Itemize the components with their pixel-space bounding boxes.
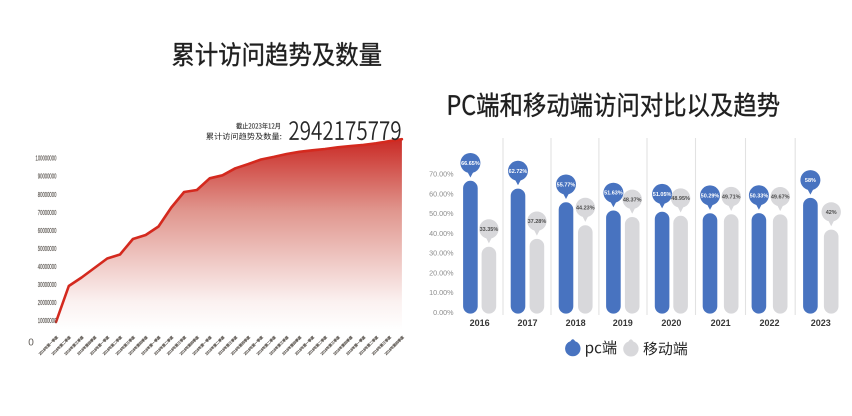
svg-text:30.00%: 30.00% <box>429 249 454 258</box>
svg-text:51.63%: 51.63% <box>604 191 623 197</box>
svg-text:2021: 2021 <box>711 318 731 328</box>
svg-text:80000000: 80000000 <box>38 190 57 199</box>
svg-text:62.72%: 62.72% <box>509 169 528 175</box>
svg-text:37.28%: 37.28% <box>528 219 547 225</box>
svg-text:49.67%: 49.67% <box>771 195 790 201</box>
svg-text:90000000: 90000000 <box>38 172 57 181</box>
svg-text:50.29%: 50.29% <box>701 193 720 199</box>
svg-text:30000000: 30000000 <box>38 280 57 289</box>
svg-text:33.35%: 33.35% <box>480 227 499 233</box>
svg-text:2017: 2017 <box>517 318 537 328</box>
svg-text:2020: 2020 <box>661 318 681 328</box>
svg-text:10.00%: 10.00% <box>429 288 454 297</box>
svg-text:50000000: 50000000 <box>38 244 57 253</box>
svg-text:0.00%: 0.00% <box>433 308 454 317</box>
svg-text:50.00%: 50.00% <box>429 209 454 218</box>
svg-text:44.23%: 44.23% <box>576 206 595 212</box>
svg-text:60000000: 60000000 <box>38 226 57 235</box>
svg-text:2023: 2023 <box>811 318 831 328</box>
svg-text:66.65%: 66.65% <box>461 161 480 167</box>
svg-text:42%: 42% <box>826 210 837 216</box>
svg-text:2018: 2018 <box>566 318 586 328</box>
svg-text:60.00%: 60.00% <box>429 189 454 198</box>
svg-text:0: 0 <box>28 337 34 348</box>
svg-text:40000000: 40000000 <box>38 262 57 271</box>
svg-text:20.00%: 20.00% <box>429 269 454 278</box>
svg-text:40.00%: 40.00% <box>429 229 454 238</box>
svg-text:50.33%: 50.33% <box>750 193 769 199</box>
svg-text:55.77%: 55.77% <box>557 183 576 189</box>
svg-text:49.71%: 49.71% <box>722 195 741 201</box>
svg-text:20000000: 20000000 <box>38 298 57 307</box>
svg-text:10000000: 10000000 <box>38 316 57 325</box>
svg-text:48.95%: 48.95% <box>671 196 690 202</box>
svg-text:70.00%: 70.00% <box>429 170 454 179</box>
svg-text:70000000: 70000000 <box>38 208 57 217</box>
svg-text:51.05%: 51.05% <box>653 192 672 198</box>
svg-text:2016: 2016 <box>470 318 490 328</box>
svg-text:2019: 2019 <box>613 318 633 328</box>
svg-text:58%: 58% <box>805 178 816 184</box>
svg-text:100000000: 100000000 <box>36 154 57 163</box>
svg-text:48.37%: 48.37% <box>623 197 642 203</box>
svg-text:2022: 2022 <box>759 318 779 328</box>
